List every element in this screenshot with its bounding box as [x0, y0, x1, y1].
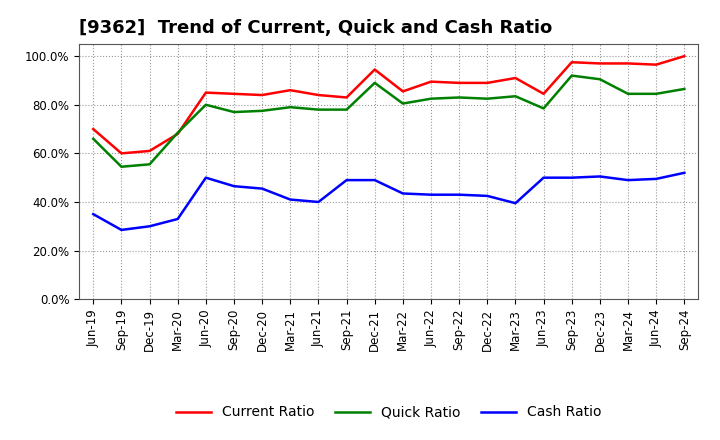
- Quick Ratio: [342, 107, 351, 112]
- Cash Ratio: [117, 227, 126, 233]
- Current Ratio: [652, 62, 660, 67]
- Current Ratio: [455, 80, 464, 85]
- Quick Ratio: [314, 107, 323, 112]
- Current Ratio: [399, 89, 408, 94]
- Current Ratio: [567, 59, 576, 65]
- Quick Ratio: [511, 94, 520, 99]
- Current Ratio: [174, 131, 182, 136]
- Quick Ratio: [286, 105, 294, 110]
- Quick Ratio: [399, 101, 408, 106]
- Cash Ratio: [652, 176, 660, 182]
- Cash Ratio: [680, 170, 688, 176]
- Current Ratio: [680, 54, 688, 59]
- Cash Ratio: [624, 177, 632, 183]
- Cash Ratio: [595, 174, 604, 179]
- Cash Ratio: [370, 177, 379, 183]
- Quick Ratio: [624, 91, 632, 96]
- Current Ratio: [483, 80, 492, 85]
- Current Ratio: [342, 95, 351, 100]
- Current Ratio: [145, 148, 154, 154]
- Line: Current Ratio: Current Ratio: [94, 56, 684, 154]
- Quick Ratio: [427, 96, 436, 101]
- Current Ratio: [230, 91, 238, 96]
- Quick Ratio: [567, 73, 576, 78]
- Line: Quick Ratio: Quick Ratio: [94, 76, 684, 167]
- Current Ratio: [624, 61, 632, 66]
- Text: [9362]  Trend of Current, Quick and Cash Ratio: [9362] Trend of Current, Quick and Cash …: [79, 19, 552, 37]
- Current Ratio: [595, 61, 604, 66]
- Cash Ratio: [230, 183, 238, 189]
- Current Ratio: [117, 151, 126, 156]
- Cash Ratio: [455, 192, 464, 197]
- Current Ratio: [314, 92, 323, 98]
- Quick Ratio: [595, 77, 604, 82]
- Cash Ratio: [314, 199, 323, 205]
- Cash Ratio: [342, 177, 351, 183]
- Current Ratio: [511, 75, 520, 81]
- Current Ratio: [286, 88, 294, 93]
- Quick Ratio: [258, 108, 266, 114]
- Cash Ratio: [258, 186, 266, 191]
- Quick Ratio: [370, 80, 379, 85]
- Quick Ratio: [117, 164, 126, 169]
- Cash Ratio: [399, 191, 408, 196]
- Quick Ratio: [89, 136, 98, 141]
- Cash Ratio: [511, 201, 520, 206]
- Current Ratio: [202, 90, 210, 95]
- Quick Ratio: [455, 95, 464, 100]
- Cash Ratio: [567, 175, 576, 180]
- Cash Ratio: [89, 212, 98, 217]
- Quick Ratio: [230, 110, 238, 115]
- Cash Ratio: [483, 193, 492, 198]
- Cash Ratio: [202, 175, 210, 180]
- Legend: Current Ratio, Quick Ratio, Cash Ratio: Current Ratio, Quick Ratio, Cash Ratio: [171, 400, 607, 425]
- Quick Ratio: [483, 96, 492, 101]
- Line: Cash Ratio: Cash Ratio: [94, 173, 684, 230]
- Cash Ratio: [145, 224, 154, 229]
- Current Ratio: [258, 92, 266, 98]
- Quick Ratio: [652, 91, 660, 96]
- Current Ratio: [427, 79, 436, 84]
- Cash Ratio: [427, 192, 436, 197]
- Cash Ratio: [539, 175, 548, 180]
- Current Ratio: [370, 67, 379, 72]
- Quick Ratio: [174, 130, 182, 136]
- Quick Ratio: [202, 102, 210, 107]
- Cash Ratio: [174, 216, 182, 222]
- Quick Ratio: [145, 161, 154, 167]
- Current Ratio: [89, 126, 98, 132]
- Cash Ratio: [286, 197, 294, 202]
- Quick Ratio: [680, 86, 688, 92]
- Current Ratio: [539, 91, 548, 96]
- Quick Ratio: [539, 106, 548, 111]
